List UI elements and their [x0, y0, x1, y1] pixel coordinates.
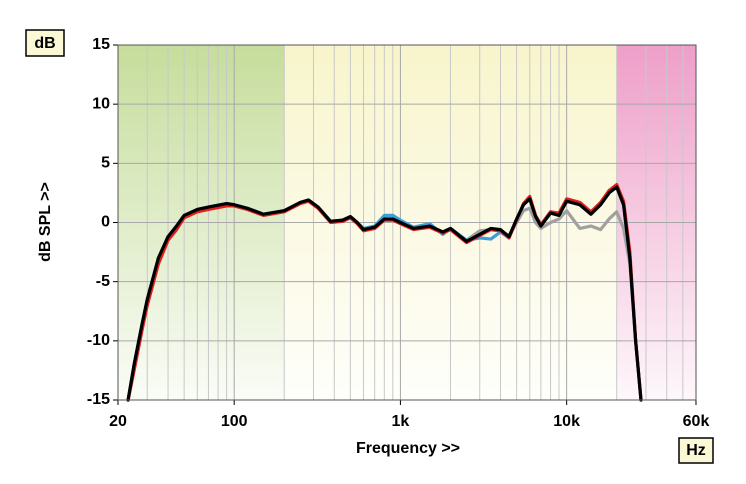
x-tick-label: 20 [109, 413, 127, 430]
x-tick-label: 1k [392, 413, 410, 430]
y-axis-label: dB SPL >> [37, 182, 54, 262]
lines [126, 183, 643, 402]
y-tick-label: -10 [87, 332, 110, 349]
unit-x-box [678, 437, 714, 464]
unit-y-box [25, 29, 65, 57]
y-tick-label: 15 [92, 36, 110, 53]
y-tick-label: -15 [87, 391, 110, 408]
x-tick-label: 100 [221, 413, 248, 430]
x-tick-label: 10k [553, 413, 580, 430]
y-tick-label: -5 [96, 273, 110, 290]
response-line [126, 185, 643, 402]
unit-x: Hz [686, 442, 706, 459]
x-tick-label: 60k [683, 413, 710, 430]
y-tick-label: 5 [101, 155, 110, 172]
unit-y: dB [34, 35, 55, 52]
x-axis-label: Frequency >> [356, 440, 460, 457]
plot-frame [117, 44, 697, 401]
y-tick-label: 0 [101, 214, 110, 231]
axes: 20 100 1k 10k 60k 15 10 5 0 -5 -10 -15 [87, 36, 710, 430]
y-tick-label: 10 [92, 95, 110, 112]
